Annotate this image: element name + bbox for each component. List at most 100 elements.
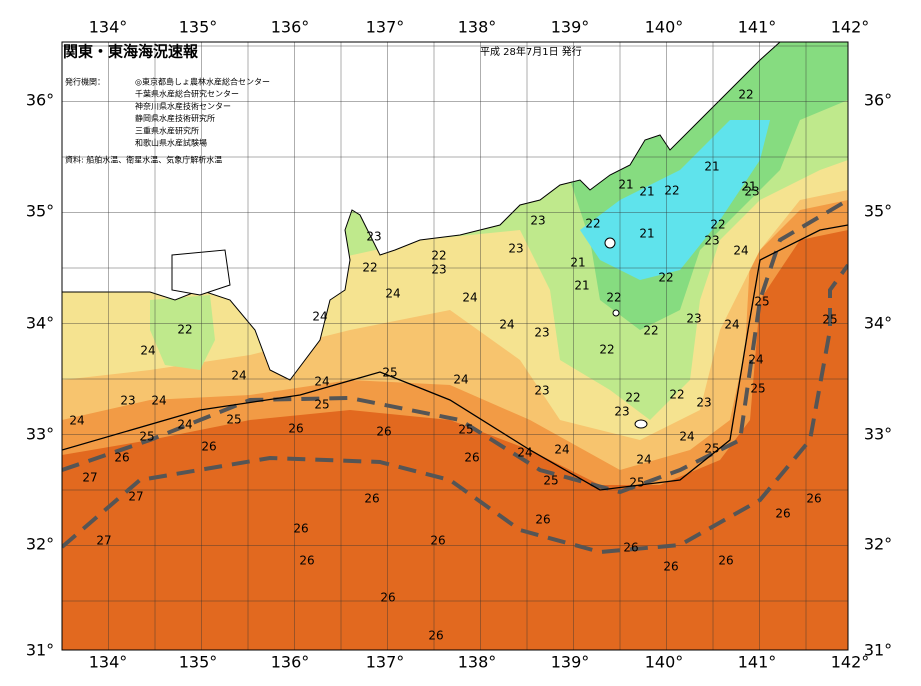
- isotherm-label: 26: [535, 513, 550, 527]
- isotherm-label: 22: [658, 271, 673, 285]
- lon-label: 138°: [458, 653, 497, 672]
- island: [171, 249, 231, 296]
- isotherm-label: 24: [462, 291, 477, 305]
- isotherm-label: 24: [385, 287, 400, 301]
- lon-label: 140°: [645, 18, 684, 37]
- isotherm-label: 25: [314, 398, 329, 412]
- isotherm-label: 22: [625, 391, 640, 405]
- frame: [61, 41, 849, 651]
- isotherm-label: 24: [724, 318, 739, 332]
- isotherm-label: 22: [643, 324, 658, 338]
- sea-22-west: [150, 295, 215, 370]
- lon-label: 136°: [271, 18, 310, 37]
- isotherm-label: 21: [704, 160, 719, 174]
- isotherm-label: 21: [618, 178, 633, 192]
- current-axis: [62, 263, 848, 555]
- sea-20: [580, 120, 770, 280]
- lon-label: 135°: [179, 18, 218, 37]
- lat-label: 35°: [26, 202, 54, 221]
- lon-label: 138°: [458, 18, 497, 37]
- lat-label: 31°: [864, 641, 892, 660]
- isotherm-label: 23: [744, 185, 759, 199]
- map-area: [62, 42, 848, 650]
- isotherm-label: 22: [669, 388, 684, 402]
- lon-label: 134°: [89, 18, 128, 37]
- isotherm-label: 26: [288, 422, 303, 436]
- source: 資料: 船舶水温、衛星水温、気象庁解析水温: [65, 155, 222, 165]
- isotherm-label: 25: [629, 476, 644, 490]
- isotherm-label: 24: [140, 344, 155, 358]
- isotherm-label: 26: [293, 522, 308, 536]
- lat-label: 31°: [26, 641, 54, 660]
- issuer: 神奈川県水産技術センター: [135, 101, 231, 111]
- isotherm-label: 24: [733, 244, 748, 258]
- isotherm-label: 24: [554, 443, 569, 457]
- issuer: 千葉県水産総合研究センター: [135, 89, 239, 99]
- lon-label: 139°: [551, 18, 590, 37]
- isotherm-label: 23: [534, 326, 549, 340]
- isotherm-label: 21: [639, 185, 654, 199]
- isotherm-label: 25: [226, 413, 241, 427]
- island: [612, 309, 620, 317]
- isotherm-label: 22: [585, 217, 600, 231]
- isotherm-label: 23: [686, 312, 701, 326]
- lat-label: 35°: [864, 202, 892, 221]
- lat-label: 36°: [864, 91, 892, 110]
- issuer: 和歌山県水産試験場: [135, 138, 207, 148]
- island: [604, 237, 616, 249]
- isotherm-label: 24: [517, 446, 532, 460]
- isotherm-label: 26: [201, 440, 216, 454]
- island: [634, 419, 648, 429]
- isotherm-label: 23: [530, 214, 545, 228]
- isotherm-label: 24: [679, 430, 694, 444]
- isotherm-label: 24: [453, 373, 468, 387]
- grid: [62, 42, 848, 650]
- lon-label: 142°: [831, 653, 870, 672]
- lat-label: 33°: [26, 425, 54, 444]
- isotherm-label: 26: [114, 451, 129, 465]
- isotherm-label: 23: [704, 234, 719, 248]
- issuer: 静岡県水産技術研究所: [135, 113, 215, 123]
- isotherm-label: 26: [376, 425, 391, 439]
- lon-label: 135°: [179, 653, 218, 672]
- isotherm-label: 26: [430, 534, 445, 548]
- lat-label: 33°: [864, 425, 892, 444]
- isotherm-label: 25: [543, 474, 558, 488]
- isotherm-label: 25: [754, 295, 769, 309]
- isotherm-label: 26: [364, 492, 379, 506]
- isotherm-label: 24: [177, 418, 192, 432]
- isotherm-label: 23: [614, 405, 629, 419]
- isotherm-label: 25: [458, 423, 473, 437]
- isotherm-label: 25: [139, 430, 154, 444]
- lon-label: 142°: [831, 18, 870, 37]
- isotherm-label: 21: [570, 256, 585, 270]
- isotherm-25: [62, 224, 848, 491]
- lon-label: 136°: [271, 653, 310, 672]
- isotherm-label: 22: [599, 343, 614, 357]
- issue-date: 平成 28年7月1日 発行: [480, 45, 582, 58]
- isotherm-label: 21: [574, 279, 589, 293]
- lat-label: 34°: [864, 314, 892, 333]
- current-edge: [62, 198, 848, 495]
- issuer-label: 発行機関：: [65, 77, 105, 87]
- lat-label: 36°: [26, 91, 54, 110]
- isotherm-label: 23: [696, 396, 711, 410]
- isotherm-label: 21: [639, 227, 654, 241]
- isotherm-label: 24: [636, 453, 651, 467]
- isotherm-label: 26: [428, 629, 443, 643]
- isotherm-label: 22: [177, 323, 192, 337]
- isotherm-label: 22: [362, 261, 377, 275]
- title: 関東・東海海況速報: [63, 43, 199, 61]
- lat-label: 32°: [864, 535, 892, 554]
- isotherm-label: 23: [534, 384, 549, 398]
- issuer: ◎東京都島しょ農林水産総合センター: [135, 77, 270, 87]
- isotherm-label: 26: [775, 507, 790, 521]
- isotherm-label: 26: [380, 591, 395, 605]
- isotherm-label: 23: [366, 230, 381, 244]
- isotherm-label: 22: [606, 291, 621, 305]
- lat-label: 34°: [26, 314, 54, 333]
- lon-label: 139°: [551, 653, 590, 672]
- isotherm-label: 23: [508, 242, 523, 256]
- isotherm-label: 25: [822, 313, 837, 327]
